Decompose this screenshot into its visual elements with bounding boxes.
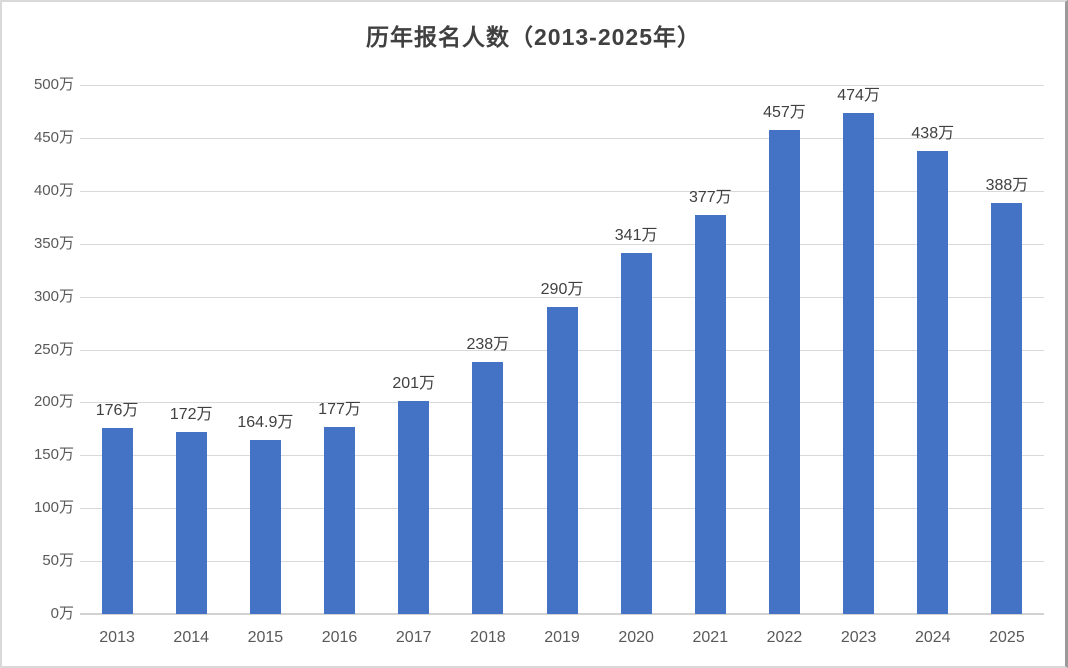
bar-data-label: 388万 xyxy=(985,177,1029,195)
gridline xyxy=(80,190,1044,192)
bar xyxy=(843,112,875,614)
y-axis-tick-label: 450万 xyxy=(33,128,74,146)
x-axis-tick-label: 2020 xyxy=(618,629,654,646)
bar-data-label: 172万 xyxy=(169,406,213,424)
bar-data-label: 438万 xyxy=(911,124,955,142)
x-axis-tick-label: 2023 xyxy=(840,629,877,646)
gridline xyxy=(80,243,1044,245)
bar-data-label: 177万 xyxy=(318,400,361,418)
bar xyxy=(249,439,281,614)
x-axis-tick-label: 2016 xyxy=(321,629,358,646)
x-axis-tick-label: 2014 xyxy=(173,629,210,646)
x-axis-tick-label: 2015 xyxy=(247,629,284,646)
y-axis-tick-label: 400万 xyxy=(33,181,74,199)
bar xyxy=(768,130,800,614)
bar xyxy=(398,401,430,614)
x-axis-tick-label: 2021 xyxy=(692,629,729,646)
x-axis-tick-label: 2022 xyxy=(766,629,803,646)
x-axis-tick-label: 2019 xyxy=(544,629,580,646)
bar-data-label: 201万 xyxy=(392,375,436,393)
gridline xyxy=(80,137,1044,139)
bar xyxy=(324,426,356,614)
bar xyxy=(101,427,133,614)
bar xyxy=(991,203,1023,614)
chart-title: 历年报名人数（2013-2025年） xyxy=(366,24,701,50)
y-axis-tick-label: 50万 xyxy=(42,552,74,570)
bar-data-label: 238万 xyxy=(466,336,510,354)
y-axis-tick-label: 300万 xyxy=(33,287,74,305)
bar-data-label: 457万 xyxy=(763,104,806,122)
bar xyxy=(917,150,949,614)
x-axis-tick-label: 2018 xyxy=(470,629,506,646)
bar-data-label: 176万 xyxy=(95,401,139,419)
gridline xyxy=(80,85,1044,86)
bar xyxy=(694,215,726,614)
y-axis-tick-label: 150万 xyxy=(33,446,74,464)
bar-data-label: 164.9万 xyxy=(237,413,294,431)
y-axis-tick-label: 350万 xyxy=(33,234,74,252)
x-axis-tick-label: 2024 xyxy=(914,629,951,646)
bar-data-label: 341万 xyxy=(614,227,658,245)
bar-data-label: 474万 xyxy=(837,86,880,104)
y-axis-tick-label: 200万 xyxy=(33,393,74,411)
x-axis-tick-label: 2017 xyxy=(395,629,432,646)
bar xyxy=(175,432,207,614)
x-axis-tick-label: 2025 xyxy=(989,629,1025,646)
y-axis-tick-label: 0万 xyxy=(50,605,74,622)
bar xyxy=(620,253,652,614)
bar xyxy=(546,307,578,614)
x-axis-tick-label: 2013 xyxy=(99,629,135,646)
bar xyxy=(472,362,504,614)
gridline xyxy=(80,296,1044,298)
y-axis-tick-label: 250万 xyxy=(33,340,74,358)
x-axis-line xyxy=(80,613,1044,615)
y-axis-tick-label: 100万 xyxy=(33,499,74,517)
bar-data-label: 377万 xyxy=(688,189,732,207)
y-axis-tick-label: 500万 xyxy=(33,76,74,93)
bar-data-label: 290万 xyxy=(540,281,584,299)
